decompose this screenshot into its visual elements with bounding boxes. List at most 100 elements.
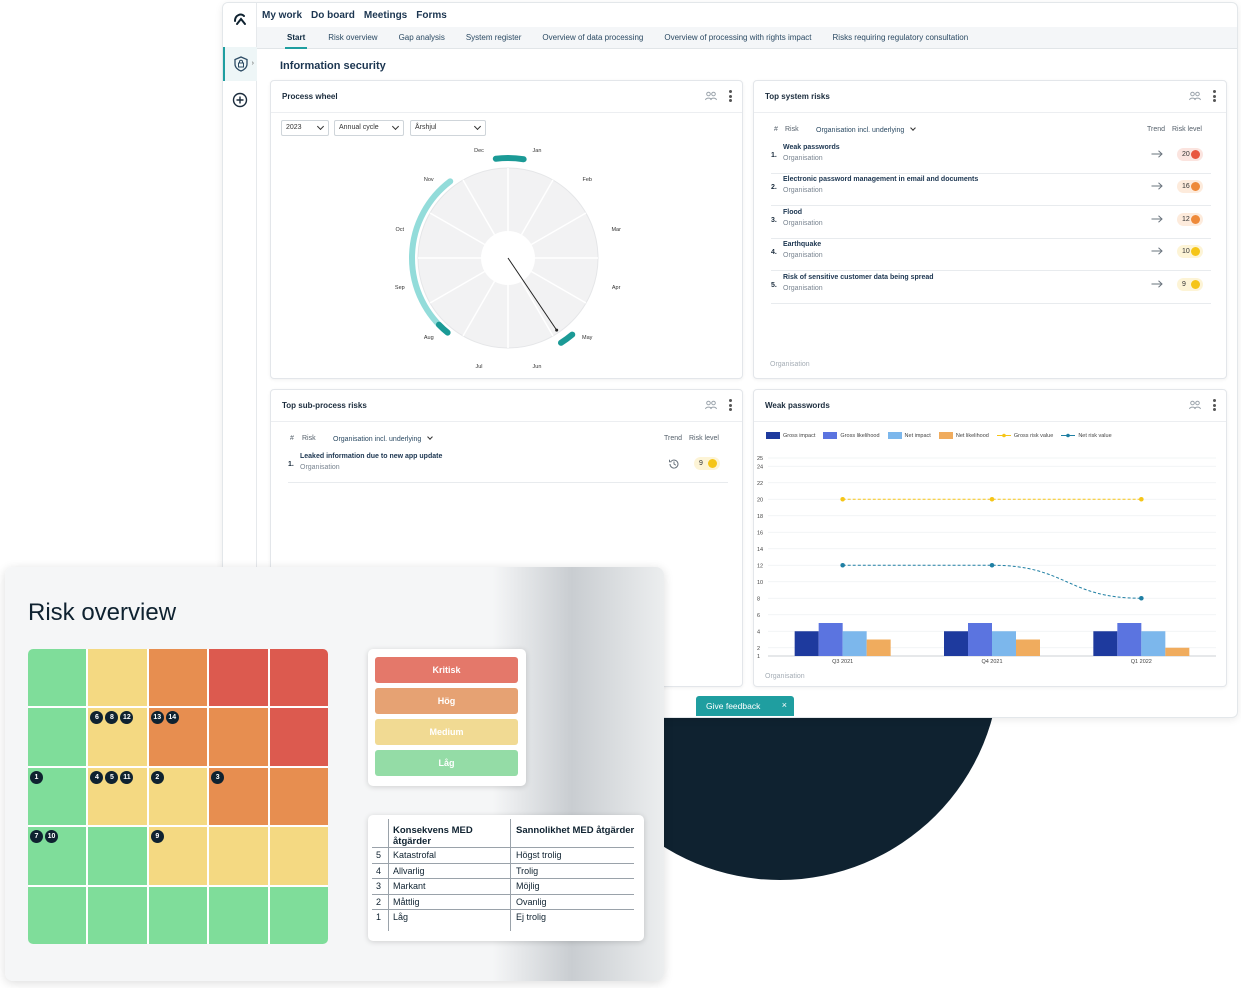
cycle-select[interactable]: Annual cycle xyxy=(334,120,404,136)
heatmap-cell[interactable] xyxy=(269,649,328,707)
app-logo-icon[interactable] xyxy=(223,3,257,37)
heatmap-cell[interactable] xyxy=(209,649,268,707)
heatmap-cell[interactable]: 2 xyxy=(148,767,208,826)
heatmap-cell[interactable] xyxy=(269,708,328,766)
heatmap-cell[interactable] xyxy=(148,886,208,944)
risk-number-badge[interactable]: 9 xyxy=(150,830,164,844)
bar[interactable] xyxy=(992,631,1016,656)
risk-row[interactable]: 4. Earthquake Organisation 10 xyxy=(771,239,1211,272)
bar[interactable] xyxy=(968,623,992,656)
risk-name[interactable]: Electronic password management in email … xyxy=(783,176,979,184)
risk-row[interactable]: 1. Weak passwords Organisation 20 xyxy=(771,142,1211,174)
nav-forms[interactable]: Forms xyxy=(416,9,447,21)
bar[interactable] xyxy=(794,631,819,656)
heatmap-cell[interactable] xyxy=(88,827,147,885)
heatmap-cell[interactable] xyxy=(28,649,87,707)
heatmap-cell[interactable]: 4 5 11 xyxy=(88,767,147,826)
bar[interactable] xyxy=(944,631,968,656)
risk-name[interactable]: Earthquake xyxy=(783,241,822,249)
activity-marker[interactable] xyxy=(492,155,527,163)
bar[interactable] xyxy=(866,639,891,657)
risk-number-badge[interactable]: 8 xyxy=(105,711,119,725)
wheel-select[interactable]: Årshjul xyxy=(410,120,486,136)
heatmap-cell[interactable] xyxy=(88,886,147,944)
tab-system-register[interactable]: System register xyxy=(465,32,522,42)
heatmap-cell[interactable] xyxy=(209,708,268,766)
legend-item[interactable]: Net impact xyxy=(887,432,931,439)
heatmap-cell[interactable] xyxy=(148,649,208,707)
people-icon[interactable] xyxy=(705,400,717,410)
line-point[interactable] xyxy=(989,562,995,568)
risk-number-badge[interactable]: 10 xyxy=(45,830,58,844)
more-options-icon[interactable] xyxy=(729,90,732,102)
heatmap-cell[interactable]: 1 xyxy=(28,767,87,826)
risk-name[interactable]: Risk of sensitive customer data being sp… xyxy=(783,273,934,281)
bar[interactable] xyxy=(842,631,867,656)
org-filter[interactable]: Organisation incl. underlying xyxy=(816,125,917,134)
heatmap-cell[interactable]: 7 10 xyxy=(28,827,87,885)
heatmap-cell[interactable]: 3 xyxy=(209,767,268,826)
level-hog[interactable]: Hög xyxy=(375,688,518,714)
heatmap-cell[interactable]: 13 14 xyxy=(148,708,208,766)
people-icon[interactable] xyxy=(705,91,717,101)
bar[interactable] xyxy=(1093,631,1118,656)
nav-my-work[interactable]: My work xyxy=(262,9,303,21)
heatmap-cell[interactable] xyxy=(269,886,328,944)
level-lag[interactable]: Låg xyxy=(375,750,518,776)
risk-number-badge[interactable]: 6 xyxy=(90,711,104,725)
tab-rights-impact[interactable]: Overview of processing with rights impac… xyxy=(664,32,812,42)
year-select[interactable]: 2023 xyxy=(281,120,329,136)
people-icon[interactable] xyxy=(1189,400,1201,410)
bar[interactable] xyxy=(1117,623,1142,656)
risk-row[interactable]: 5. Risk of sensitive customer data being … xyxy=(771,272,1211,304)
risk-name[interactable]: Leaked information due to new app update xyxy=(300,453,443,460)
heatmap-cell[interactable] xyxy=(269,767,328,826)
nav-do-board[interactable]: Do board xyxy=(311,9,355,21)
activity-marker[interactable] xyxy=(435,321,451,336)
risk-number-badge[interactable]: 3 xyxy=(211,770,225,784)
more-options-icon[interactable] xyxy=(1213,399,1216,411)
give-feedback-button[interactable]: Give feedback × xyxy=(696,696,794,716)
bar[interactable] xyxy=(1016,639,1040,657)
close-icon[interactable]: × xyxy=(781,700,787,710)
risk-number-badge[interactable]: 13 xyxy=(150,711,164,725)
heatmap-cell[interactable] xyxy=(28,886,87,944)
legend-item[interactable]: Net risk value xyxy=(1061,432,1112,439)
bar[interactable] xyxy=(818,623,843,656)
line-point[interactable] xyxy=(1139,496,1144,502)
plus-circle-icon[interactable] xyxy=(223,83,257,117)
risk-number-badge[interactable]: 5 xyxy=(105,770,119,784)
heatmap-cell[interactable] xyxy=(269,827,328,885)
tab-gap-analysis[interactable]: Gap analysis xyxy=(398,32,445,42)
heatmap-cell[interactable] xyxy=(209,827,268,885)
risk-row[interactable]: 2. Electronic password management in emai… xyxy=(771,174,1211,207)
more-options-icon[interactable] xyxy=(729,399,732,411)
activity-arc[interactable] xyxy=(409,178,454,336)
bar[interactable] xyxy=(1141,631,1166,656)
risk-number-badge[interactable]: 7 xyxy=(30,830,43,844)
risk-number-badge[interactable]: 2 xyxy=(150,770,164,784)
heatmap-cell[interactable] xyxy=(88,649,147,707)
nav-meetings[interactable]: Meetings xyxy=(363,9,408,21)
risk-number-badge[interactable]: 1 xyxy=(30,770,43,784)
shield-lock-icon[interactable]: › xyxy=(223,47,257,81)
risk-number-badge[interactable]: 4 xyxy=(90,770,104,784)
risk-name[interactable]: Weak passwords xyxy=(783,144,840,151)
process-wheel[interactable]: Jan Feb Mar Apr May Jun Jul Aug Sep Oct Nov Dec xyxy=(368,146,648,378)
risk-name[interactable]: Flood xyxy=(783,208,803,216)
legend-item[interactable]: Gross impact xyxy=(766,432,815,439)
risk-number-badge[interactable]: 11 xyxy=(120,770,134,784)
heatmap-cell[interactable]: 9 xyxy=(148,827,208,885)
tab-data-processing[interactable]: Overview of data processing xyxy=(542,32,644,42)
chevron-right-icon[interactable]: › xyxy=(251,60,254,67)
line-point[interactable] xyxy=(1139,595,1144,601)
more-options-icon[interactable] xyxy=(1213,90,1216,102)
activity-marker[interactable] xyxy=(557,331,576,346)
risk-number-badge[interactable]: 12 xyxy=(120,711,134,725)
tab-regulatory-consultation[interactable]: Risks requiring regulatory consultation xyxy=(832,32,969,42)
bar[interactable] xyxy=(1165,647,1190,656)
risk-row[interactable]: 3. Flood Organisation 12 xyxy=(771,207,1211,239)
heatmap-cell[interactable] xyxy=(209,886,268,944)
line-point[interactable] xyxy=(840,496,845,502)
tab-risk-overview[interactable]: Risk overview xyxy=(328,32,378,42)
